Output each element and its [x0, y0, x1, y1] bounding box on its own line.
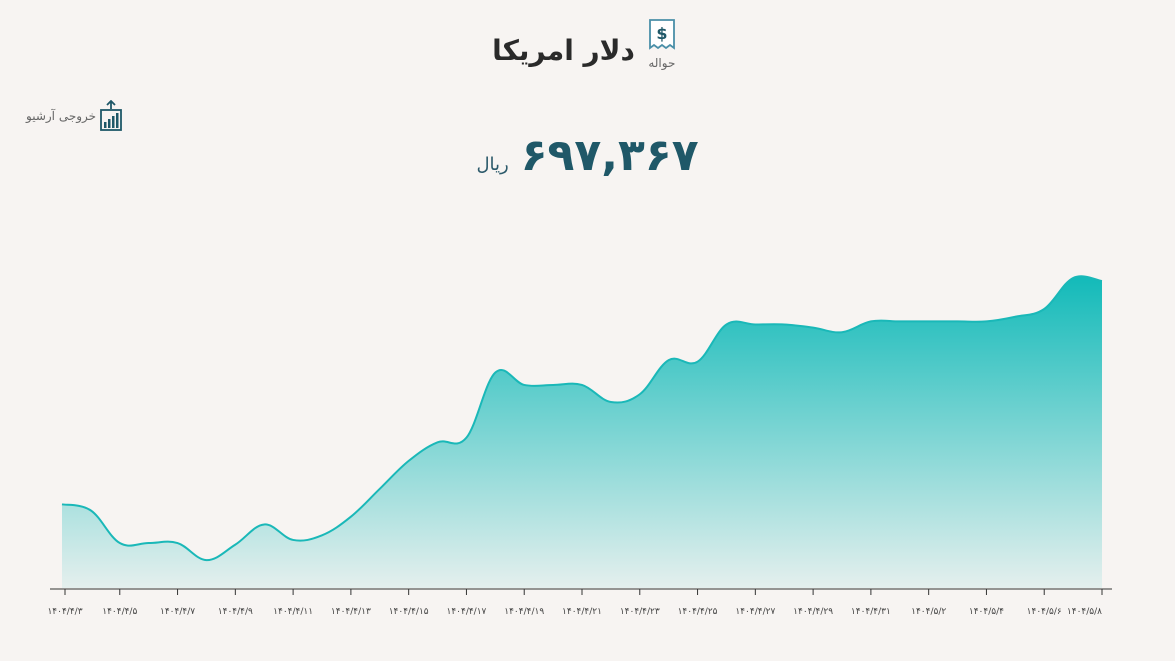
x-tick-label: ۱۴۰۴/۵/۸ — [1067, 607, 1102, 617]
x-tick-label: ۱۴۰۴/۴/۲۳ — [620, 607, 660, 617]
x-tick-label: ۱۴۰۴/۴/۱۳ — [331, 607, 371, 617]
x-tick-label: ۱۴۰۴/۴/۲۷ — [735, 607, 775, 617]
header: دلار امریکا $ حواله — [0, 18, 1175, 70]
x-tick-label: ۱۴۰۴/۴/۱۱ — [273, 607, 313, 617]
export-archive-label: خروجی آرشیو — [26, 109, 97, 123]
page-subtitle: حواله — [648, 56, 676, 70]
x-tick-label: ۱۴۰۴/۴/۲۵ — [678, 607, 718, 617]
x-tick-label: ۱۴۰۴/۴/۷ — [160, 607, 195, 617]
svg-text:$: $ — [656, 24, 667, 43]
x-tick-label: ۱۴۰۴/۴/۱۷ — [446, 607, 486, 617]
export-archive-button[interactable]: خروجی آرشیو — [26, 100, 124, 132]
series-line — [61, 275, 1103, 562]
dollar-receipt-icon: $ — [648, 19, 675, 50]
price-value: ۶۹۷,۳۶۷ — [520, 130, 699, 181]
title-group: دلار امریکا $ حواله — [492, 18, 683, 70]
x-tick-label: ۱۴۰۴/۴/۵ — [102, 607, 137, 617]
price-unit: ریال — [476, 154, 509, 175]
price-display: ریال ۶۹۷,۳۶۷ — [0, 130, 1175, 181]
x-tick-label: ۱۴۰۴/۴/۲۱ — [562, 607, 602, 617]
x-tick-label: ۱۴۰۴/۵/۴ — [969, 607, 1004, 617]
x-tick-label: ۱۴۰۴/۴/۳۱ — [851, 607, 891, 617]
x-tick-label: ۱۴۰۴/۵/۶ — [1027, 607, 1062, 617]
x-tick-label: ۱۴۰۴/۵/۲ — [911, 607, 946, 617]
x-tick-label: ۱۴۰۴/۴/۳ — [47, 607, 82, 617]
title-icon-group: $ حواله — [641, 18, 683, 70]
x-tick-label: ۱۴۰۴/۴/۱۵ — [389, 607, 429, 617]
x-axis-ticks: ۱۴۰۴/۴/۳ ۱۴۰۴/۴/۵ ۱۴۰۴/۴/۷ ۱۴۰۴/۴/۹ ۱۴۰۴/۴/۱… — [47, 589, 1103, 617]
x-tick-label: ۱۴۰۴/۴/۹ — [218, 607, 253, 617]
chart-export-icon — [100, 100, 122, 131]
x-tick-label: ۱۴۰۴/۴/۲۹ — [793, 607, 833, 617]
page-title: دلار امریکا — [492, 34, 635, 67]
x-tick-label: ۱۴۰۴/۴/۱۹ — [504, 607, 544, 617]
area-fill — [62, 276, 1102, 588]
